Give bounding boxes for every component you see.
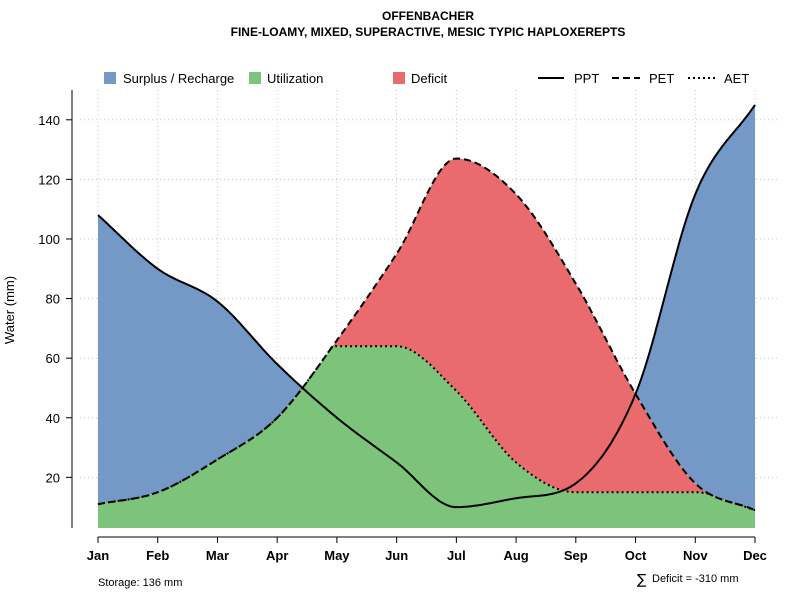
x-tick-label: Jan [87, 548, 109, 563]
chart-title: OFFENBACHER [382, 9, 474, 23]
x-tick-label: Nov [683, 548, 708, 563]
x-tick-label: Oct [625, 548, 647, 563]
legend-label-ppt: PPT [574, 71, 599, 86]
legend: Surplus / Recharge Utilization Deficit P… [104, 71, 749, 86]
storage-annotation: Storage: 136 mm [98, 577, 182, 589]
x-tick-label: Jul [447, 548, 466, 563]
legend-label-aet: AET [724, 71, 749, 86]
surplus-area [98, 104, 755, 511]
chart-subtitle: FINE-LOAMY, MIXED, SUPERACTIVE, MESIC TY… [231, 25, 626, 39]
axes: 20 40 60 80 100 120 140 Jan Feb Mar Apr May Jun Jul Au… [38, 90, 767, 563]
x-tick-label: Apr [266, 548, 288, 563]
aet-line [97, 345, 756, 512]
ppt-line [97, 104, 756, 509]
y-tick-label: 20 [46, 470, 60, 485]
series-lines [97, 104, 756, 512]
area-fills [98, 104, 755, 528]
y-tick-label: 120 [38, 172, 60, 187]
legend-label-pet: PET [649, 71, 674, 86]
x-tick-label: Sep [564, 548, 588, 563]
x-tick-label: Aug [503, 548, 528, 563]
legend-swatch-surplus [104, 72, 116, 84]
x-tick-label: Mar [206, 548, 229, 563]
y-tick-label: 140 [38, 113, 60, 128]
legend-label-utilization: Utilization [267, 71, 323, 86]
y-tick-label: 80 [46, 292, 60, 307]
y-tick-label: 60 [46, 351, 60, 366]
legend-label-deficit: Deficit [411, 71, 448, 86]
x-tick-label: May [324, 548, 350, 563]
legend-swatch-deficit [393, 72, 405, 84]
y-axis-label: Water (mm) [2, 276, 17, 344]
utilization-area [98, 346, 755, 528]
deficit-area [98, 158, 755, 511]
x-tick-label: Jun [385, 548, 408, 563]
legend-swatch-utilization [249, 72, 261, 84]
y-tick-label: 100 [38, 232, 60, 247]
x-tick-label: Dec [743, 548, 767, 563]
y-tick-label: 40 [46, 411, 60, 426]
deficit-sum-symbol: ∑ [637, 572, 647, 588]
deficit-annotation: Deficit = -310 mm [652, 573, 739, 585]
legend-label-surplus: Surplus / Recharge [123, 71, 234, 86]
x-tick-label: Feb [146, 548, 169, 563]
